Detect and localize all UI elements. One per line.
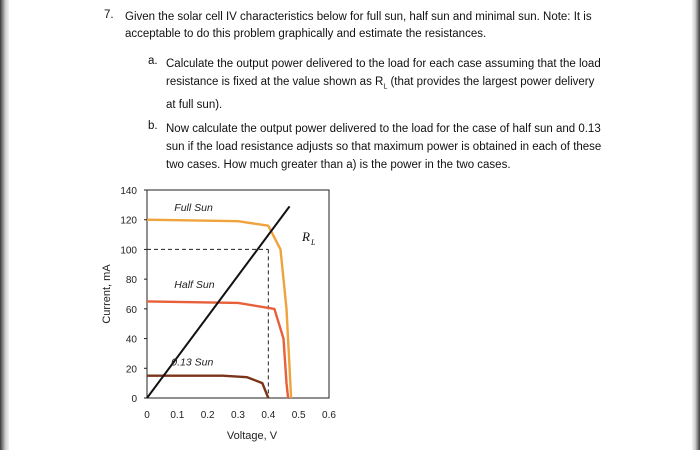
y-tick-label: 100 (120, 245, 137, 256)
load-line (146, 205, 291, 399)
x-tick-label: 0.5 (292, 410, 306, 421)
question-number: 7. (104, 9, 114, 21)
x-tick-label: 0.4 (261, 410, 275, 421)
question-text: Given the solar cell IV characteristics … (125, 11, 592, 40)
series-label-1: Full Sun (174, 202, 213, 214)
y-axis-label: Current, mA (101, 264, 113, 324)
x-axis-label: Voltage, V (227, 430, 278, 442)
series-line-2 (146, 300, 290, 399)
x-tick-label: 0.2 (201, 410, 215, 421)
x-tick-label: 0.6 (322, 410, 336, 421)
page-shadow-left (0, 0, 9, 450)
y-tick-label: 120 (120, 216, 137, 227)
part-a-text: Calculate the output power delivered to … (166, 55, 606, 114)
page-shadow-right (692, 0, 700, 450)
x-tick-label: 0.1 (170, 410, 184, 421)
load-resistance-label: R (301, 229, 310, 244)
part-b-text: Now calculate the output power delivered… (166, 123, 602, 171)
series-line-3 (147, 374, 270, 399)
y-tick-label: 40 (126, 335, 138, 346)
part-a-letter: a. (148, 55, 158, 67)
series-label-3: 0.13 Sun (171, 356, 213, 368)
part-b-letter: b. (148, 120, 158, 132)
y-tick-label: 0 (131, 394, 137, 405)
y-tick-label: 140 (120, 186, 137, 197)
series-line-1 (146, 218, 293, 399)
part-a-subscript: L (383, 83, 388, 91)
y-tick-label: 20 (126, 364, 138, 375)
x-tick-label: 0 (144, 410, 150, 421)
load-resistance-subscript: L (310, 238, 316, 247)
x-tick-label: 0.3 (231, 410, 245, 421)
series-label-2: Half Sun (174, 279, 214, 291)
y-tick-label: 60 (126, 305, 138, 316)
y-tick-label: 80 (126, 275, 138, 286)
part-a-text-after: (that provides the largest power deliver… (166, 76, 595, 112)
plot-area-frame (146, 189, 330, 399)
part-a-text-before: Calculate the output power delivered to … (166, 58, 601, 88)
